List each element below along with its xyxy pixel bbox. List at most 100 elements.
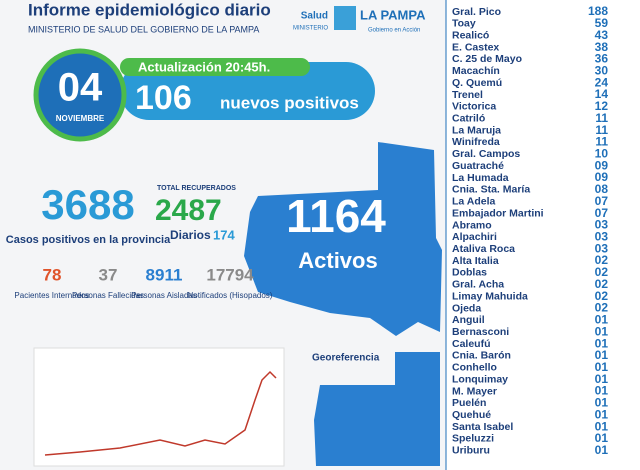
update: Actualización 20:45h.: [138, 59, 270, 74]
locality-name: Alpachiri: [452, 231, 497, 243]
locality-name: La Adela: [452, 196, 496, 208]
locality-count: 02: [595, 301, 609, 315]
locality-name: Alta Italia: [452, 255, 499, 267]
locality-name: Toay: [452, 18, 476, 30]
date-day: 04: [58, 66, 103, 110]
locality-name: Embajador Martini: [452, 207, 544, 219]
locality-count: 36: [595, 52, 609, 66]
small-stat-value: 78: [43, 265, 62, 284]
locality-count: 09: [595, 170, 609, 184]
geo-map: [314, 352, 440, 466]
locality-count: 02: [595, 265, 609, 279]
locality-name: La Maruja: [452, 124, 501, 136]
locality-name: Doblas: [452, 267, 487, 279]
locality-count: 01: [595, 407, 609, 421]
locality-name: Trenel: [452, 89, 483, 101]
logo-salud: Salud: [301, 11, 328, 22]
list-panel: [446, 0, 640, 470]
locality-name: Quehué: [452, 409, 491, 421]
new-cases-label: nuevos positivos: [220, 93, 359, 112]
locality-count: 12: [595, 99, 609, 113]
locality-name: Speluzzi: [452, 433, 494, 445]
locality-name: E. Castex: [452, 41, 499, 53]
small-stats: 78 Pacientes Internados 37 Personas Falleci…: [14, 265, 272, 300]
small-stat-label: Personas Fallecidas: [72, 291, 144, 300]
locality-name: Puelén: [452, 397, 486, 409]
locality-count: 188: [588, 4, 608, 18]
locality-name: Gral. Campos: [452, 148, 520, 160]
locality-count: 01: [595, 313, 609, 327]
locality-name: Winifreda: [452, 136, 500, 148]
locality-count: 14: [595, 87, 609, 101]
title: Informe epidemiológico diario: [28, 0, 271, 19]
locality-name: Caleufú: [452, 338, 491, 350]
locality-count: 01: [595, 443, 609, 457]
small-stat-value: 37: [99, 265, 118, 284]
daily: 174: [213, 227, 235, 242]
news-banner: [120, 62, 375, 120]
locality-count: 01: [595, 396, 609, 410]
locality-name: Cnia. Sta. María: [452, 184, 530, 196]
locality-count: 02: [595, 253, 609, 267]
trend-sketch: [44, 370, 277, 456]
active-value: 1164: [286, 190, 386, 242]
locality-count: 02: [595, 277, 609, 291]
recovered-label: TOTAL RECUPERADOS: [157, 185, 236, 192]
small-stat-value: 17794: [206, 265, 254, 284]
locality-count: 30: [595, 63, 609, 77]
province-map: [244, 142, 442, 336]
locality-count: 03: [595, 218, 609, 232]
small-stat-label: Personas Aisladas: [131, 291, 197, 300]
trend-panel: [33, 347, 285, 467]
locality-count: 11: [595, 111, 608, 125]
locality-name: Ataliva Roca: [452, 243, 515, 255]
logo-slogan: Gobierno en Acción: [368, 28, 420, 34]
small-stat-value: 8911: [146, 265, 183, 284]
locality-count: 01: [595, 324, 609, 338]
daily-label: Diarios: [170, 228, 211, 242]
locality-count: 11: [595, 123, 608, 137]
locality-count: 11: [595, 135, 608, 149]
locality-count: 01: [595, 431, 609, 445]
locality-name: Realicó: [452, 30, 489, 42]
locality-count: 01: [595, 360, 609, 374]
locality-count: 01: [595, 348, 609, 362]
locality-name: Macachín: [452, 65, 500, 77]
locality-name: Limay Mahuida: [452, 290, 528, 302]
locality-name: Santa Isabel: [452, 421, 513, 433]
locality-name: Ojeda: [452, 302, 481, 314]
update-banner: [120, 58, 310, 76]
locality-name: Uriburu: [452, 445, 490, 457]
date-badge: [33, 48, 127, 142]
locality-name: Gral. Pico: [452, 6, 501, 18]
locality-name: C. 25 de Mayo: [452, 53, 522, 65]
locality-name: Catriló: [452, 113, 485, 125]
locality-count: 43: [595, 28, 609, 42]
locality-count: 01: [595, 384, 609, 398]
locality-count: 03: [595, 230, 609, 244]
logo-icon: [334, 6, 356, 30]
subtitle: MINISTERIO DE SALUD DEL GOBIERNO DE LA P…: [28, 24, 259, 34]
locality-name: Cnia. Barón: [452, 350, 511, 362]
locality-count: 24: [595, 75, 609, 89]
locality-count: 09: [595, 158, 609, 172]
locality-count: 01: [595, 372, 609, 386]
locality-name: Abramo: [452, 219, 492, 231]
locality-name: Q. Quemú: [452, 77, 502, 89]
locality-name: M. Mayer: [452, 385, 497, 397]
geo-label: Georeferencia: [312, 353, 380, 364]
locality-name: Guatraché: [452, 160, 504, 172]
locality-count: 01: [595, 336, 609, 350]
logo-ministerio: MINISTERIO: [293, 26, 328, 32]
locality-count: 07: [595, 206, 609, 220]
logo-pampa: LA PAMPA: [360, 7, 426, 22]
active-label: Activos: [298, 248, 377, 273]
recovered: 2487: [155, 194, 222, 227]
locality-name: Gral. Acha: [452, 279, 504, 291]
locality-count: 07: [595, 194, 609, 208]
small-stat-label: Pacientes Internados: [14, 291, 89, 300]
locality-count: 03: [595, 241, 609, 255]
locality-count: 01: [595, 419, 609, 433]
